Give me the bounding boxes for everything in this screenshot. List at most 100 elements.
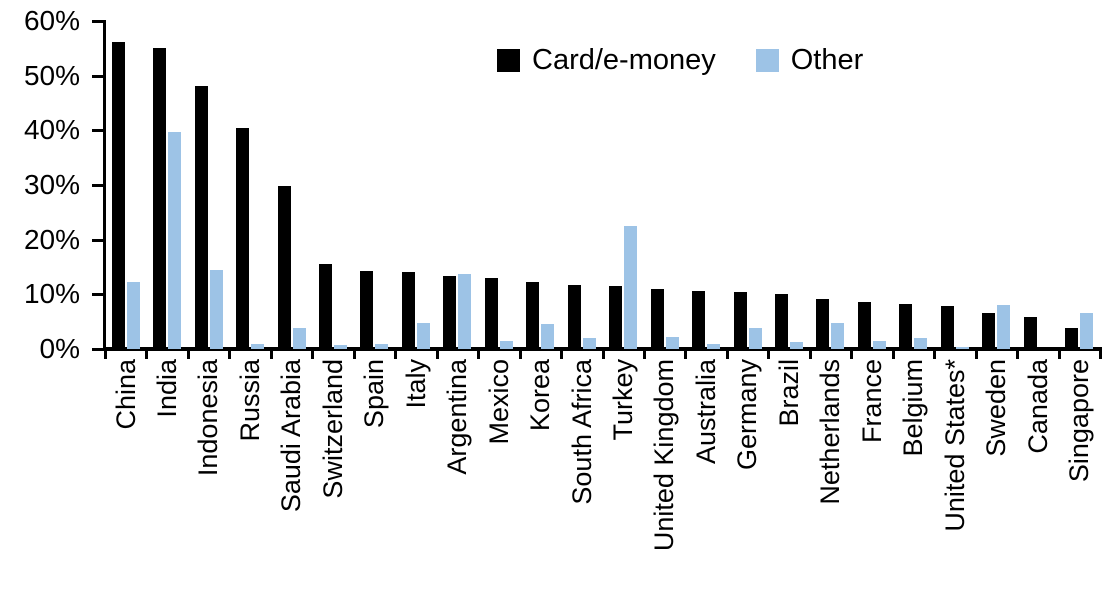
bar-card-e-money-netherlands [816, 298, 830, 349]
bar-group-singapore [1058, 21, 1099, 349]
y-axis-label-10: 10% [23, 278, 80, 310]
legend-item-card-e-money: Card/e-money [497, 44, 716, 77]
x-label-cell-russia: Russia [229, 359, 270, 594]
bar-card-e-money-china [111, 41, 125, 349]
bar-group-indonesia [188, 21, 229, 349]
bar-group-canada [1017, 21, 1058, 349]
y-tick-60 [92, 20, 103, 23]
bar-group-germany [727, 21, 768, 349]
x-tick-18 [850, 351, 854, 359]
x-tick-20 [933, 351, 937, 359]
legend-swatch-card-e-money [497, 49, 520, 72]
x-axis-label-united-kingdom: United Kingdom [649, 359, 680, 552]
bar-other-brazil [789, 342, 803, 349]
bar-group-turkey [602, 21, 643, 349]
bar-other-australia [707, 343, 721, 349]
legend-item-other: Other [755, 44, 863, 77]
bar-other-mexico [499, 341, 513, 349]
x-label-cell-india: India [146, 359, 187, 594]
bar-card-e-money-australia [692, 290, 706, 349]
x-tick-8 [435, 351, 439, 359]
x-label-cell-spain: Spain [354, 359, 395, 594]
x-tick-17 [808, 351, 812, 359]
bar-card-e-money-united-states [940, 305, 954, 349]
x-axis-label-korea: Korea [525, 359, 556, 432]
bar-card-e-money-indonesia [194, 85, 208, 349]
x-label-cell-indonesia: Indonesia [188, 359, 229, 594]
bar-card-e-money-belgium [899, 304, 913, 349]
x-tick-22 [1016, 351, 1020, 359]
bar-card-e-money-south-africa [567, 285, 581, 349]
x-label-cell-south-africa: South Africa [561, 359, 602, 594]
bar-group-brazil [768, 21, 809, 349]
y-axis-label-20: 20% [23, 223, 80, 255]
bar-card-e-money-korea [526, 282, 540, 349]
bar-group-china [105, 21, 146, 349]
plot-area [105, 21, 1100, 349]
bar-card-e-money-india [153, 48, 167, 349]
bar-other-sweden [997, 304, 1011, 349]
x-label-cell-korea: Korea [520, 359, 561, 594]
x-label-cell-france: France [851, 359, 892, 594]
bar-other-spain [375, 343, 389, 349]
x-label-cell-turkey: Turkey [602, 359, 643, 594]
bar-other-south-africa [582, 337, 596, 349]
x-axis-label-spain: Spain [359, 359, 390, 429]
x-tick-11 [560, 351, 564, 359]
x-axis-label-italy: Italy [400, 359, 431, 409]
bar-card-e-money-france [857, 302, 871, 349]
y-tick-50 [92, 74, 103, 78]
x-axis-label-canada: Canada [1022, 359, 1053, 454]
bar-card-e-money-mexico [484, 277, 498, 349]
x-tick-2 [186, 351, 190, 359]
x-tick-10 [518, 351, 522, 359]
x-axis-label-argentina: Argentina [442, 359, 473, 475]
x-tick-0 [104, 351, 107, 359]
x-label-cell-italy: Italy [395, 359, 436, 594]
y-tick-10 [92, 293, 103, 297]
x-tick-13 [642, 351, 646, 359]
bar-card-e-money-sweden [982, 312, 996, 349]
bar-group-belgium [893, 21, 934, 349]
x-label-cell-united-kingdom: United Kingdom [644, 359, 685, 594]
bar-card-e-money-switzerland [318, 263, 332, 349]
bar-group-switzerland [312, 21, 353, 349]
bar-card-e-money-russia [236, 127, 250, 349]
bar-other-netherlands [831, 322, 845, 349]
bar-card-e-money-argentina [443, 275, 457, 349]
x-axis-label-turkey: Turkey [607, 359, 638, 441]
y-tick-30 [92, 184, 103, 187]
bar-other-korea [541, 323, 555, 349]
bar-group-spain [354, 21, 395, 349]
x-axis-label-switzerland: Switzerland [317, 359, 348, 499]
y-axis-label-50: 50% [23, 59, 80, 91]
x-tick-9 [477, 351, 481, 359]
bar-group-south-africa [561, 21, 602, 349]
x-label-cell-canada: Canada [1017, 359, 1058, 594]
x-axis-label-russia: Russia [234, 359, 265, 442]
x-label-cell-netherlands: Netherlands [810, 359, 851, 594]
bar-group-sweden [976, 21, 1017, 349]
x-label-cell-argentina: Argentina [437, 359, 478, 594]
y-axis-label-0: 0% [39, 333, 80, 364]
y-axis-label-40: 40% [23, 114, 80, 146]
x-tick-12 [601, 351, 605, 359]
x-label-cell-germany: Germany [727, 359, 768, 594]
bar-other-china [126, 281, 140, 349]
bar-other-belgium [914, 337, 928, 349]
bar-other-switzerland [333, 344, 347, 349]
x-tick-24 [1099, 351, 1102, 359]
bar-group-italy [395, 21, 436, 349]
bar-card-e-money-saudi-arabia [277, 186, 291, 349]
x-label-cell-switzerland: Switzerland [312, 359, 353, 594]
bar-card-e-money-spain [360, 271, 374, 349]
x-label-cell-sweden: Sweden [976, 359, 1017, 594]
bar-card-e-money-canada [1023, 316, 1037, 349]
x-tick-6 [352, 351, 356, 359]
x-axis-label-india: India [152, 359, 182, 418]
y-axis-label-60: 60% [23, 5, 80, 36]
x-label-cell-united-states: United States* [934, 359, 975, 594]
x-tick-21 [974, 351, 978, 359]
x-label-cell-brazil: Brazil [768, 359, 809, 594]
x-tick-23 [1057, 351, 1061, 359]
